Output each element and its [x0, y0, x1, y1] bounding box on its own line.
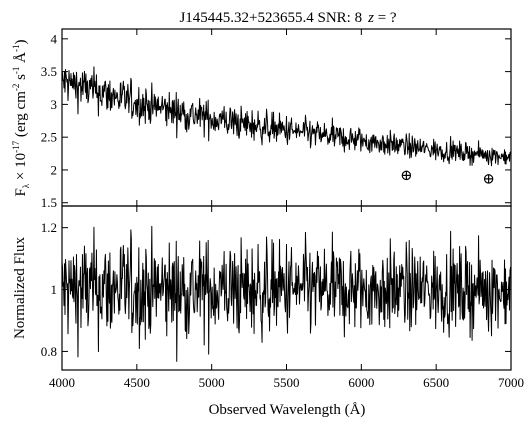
xtick-label: 7000: [498, 375, 524, 390]
normalized-panel: 0.8 1 1.2 4000 4500 5000 5500 6000 6500 7000 Nor…: [12, 29, 524, 418]
normalized-spectrum-line: [61, 225, 512, 362]
xtick-label: 4500: [124, 375, 150, 390]
flux-ytick-label: 2.5: [41, 130, 57, 145]
flux-ytick-label: 3.5: [41, 64, 57, 79]
xtick-label: 6000: [348, 375, 374, 390]
telluric-markers: ⊕ ⊕: [400, 168, 495, 187]
x-ticks: 4000 4500 5000 5500 6000 6500 7000: [49, 29, 524, 390]
title-text: J145445.32+523655.4 SNR: 8: [179, 10, 362, 26]
flux-panel: 1.522.533.54 ⊕ ⊕ Fλ × 10-17 (erg cm-2 s-1…: [11, 28, 512, 210]
flux-ytick-label: 1.5: [41, 195, 57, 210]
flux-ytick-label: 2: [51, 162, 58, 177]
flux-y-ticks: 1.5 2 2.5 3 3.5 4: [41, 31, 511, 210]
xtick-label: 4000: [49, 375, 75, 390]
flux-spectrum-line: [61, 66, 512, 167]
xtick-label: 5500: [274, 375, 300, 390]
x-axis-label: Observed Wavelength (Å): [209, 402, 366, 418]
xtick-label: 6500: [423, 375, 449, 390]
normalized-ytick-label: 0.8: [41, 344, 57, 359]
title-z-value: = ?: [374, 10, 397, 26]
xtick-label: 5000: [199, 375, 225, 390]
flux-ytick-label: 3: [51, 97, 58, 112]
normalized-y-axis-label: Normalized Flux: [12, 236, 28, 339]
normalized-y-ticks: 0.8 1 1.2: [41, 220, 511, 359]
telluric-marker: ⊕: [400, 168, 413, 184]
normalized-ytick-label: 1.2: [41, 220, 57, 235]
normalized-ytick-label: 1: [51, 282, 58, 297]
flux-ytick-label: 4: [51, 31, 58, 46]
flux-y-axis-label: Fλ × 10-17 (erg cm-2 s-1 Å-1): [11, 39, 31, 196]
telluric-marker: ⊕: [482, 171, 495, 187]
figure-title: J145445.32+523655.4 SNR: 8 z = ?: [179, 10, 396, 26]
title-z: z: [367, 10, 374, 26]
